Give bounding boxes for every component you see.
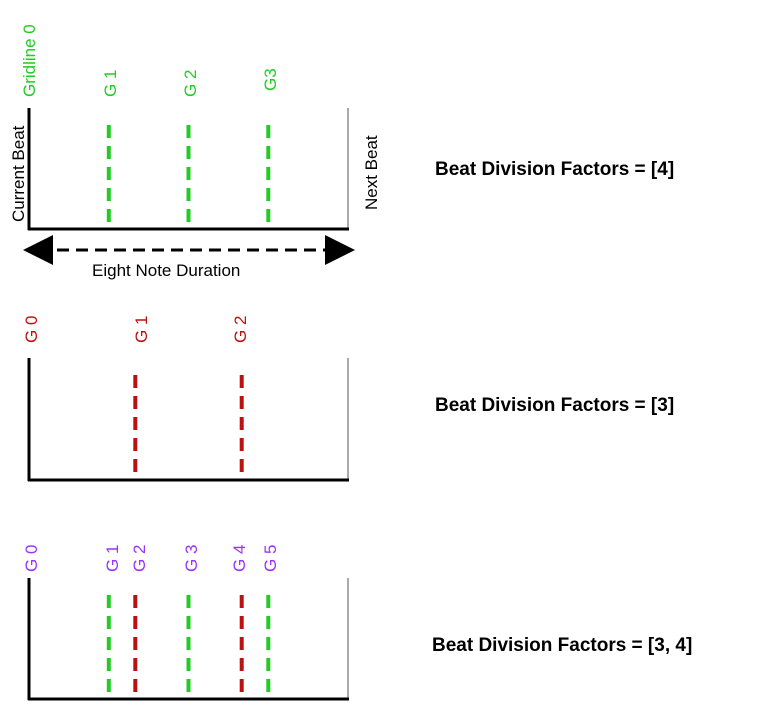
gridline-label: G 4	[230, 545, 249, 572]
next-beat-label: Next Beat	[362, 135, 381, 210]
gridline-label: G 2	[130, 545, 149, 572]
gridline-label: G 1	[103, 545, 122, 572]
gridline-label: G3	[261, 68, 280, 91]
factor-label: Beat Division Factors = [3]	[435, 395, 674, 416]
panel-2-gridline-labels: G 0 G 1 G 2	[22, 316, 250, 343]
panel-1-gridlines	[106, 125, 271, 228]
panel-1-gridline-labels: Gridline 0 G 1 G 2 G3	[20, 24, 280, 97]
gridline-label: G 0	[22, 316, 41, 343]
panel-1: Current Beat Next Beat Gridline 0 G 1 G …	[9, 24, 674, 280]
gridline-label: G 2	[181, 70, 200, 97]
gridline-label: G 0	[22, 545, 41, 572]
gridline-label: G 5	[261, 545, 280, 572]
gridline-label: G 2	[231, 316, 250, 343]
duration-label: Eight Note Duration	[92, 261, 240, 280]
panel-3: G 0 G 1 G 2 G 3 G 4 G 5 Beat Division Fa…	[22, 545, 692, 701]
panel-3-gridline-labels: G 0 G 1 G 2 G 3 G 4 G 5	[22, 545, 280, 572]
panel-2-gridlines	[133, 375, 244, 479]
gridline-label: Gridline 0	[20, 24, 39, 97]
panel-2: G 0 G 1 G 2 Beat Division Factors = [3]	[22, 316, 674, 482]
gridline-label: G 3	[182, 545, 201, 572]
factor-label: Beat Division Factors = [4]	[435, 159, 674, 180]
factor-label: Beat Division Factors = [3, 4]	[432, 635, 692, 656]
gridline-label: G 1	[101, 70, 120, 97]
current-beat-label: Current Beat	[9, 125, 28, 222]
panel-3-gridlines	[106, 595, 271, 698]
gridline-label: G 1	[132, 316, 151, 343]
